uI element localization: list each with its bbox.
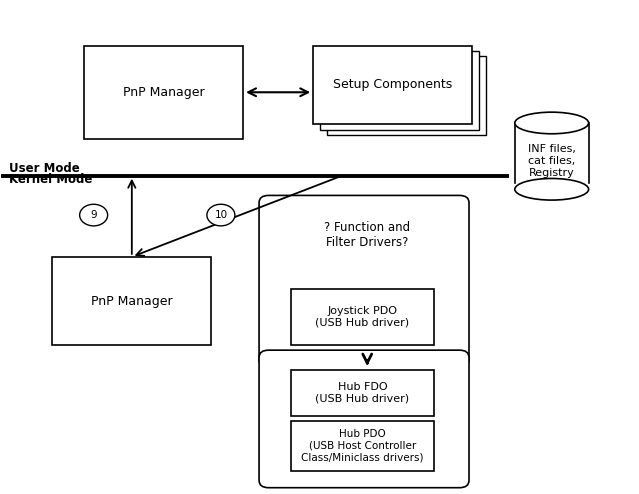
Bar [291, 370, 434, 416]
Text: User Mode: User Mode [9, 162, 80, 175]
Bar [313, 45, 472, 124]
Text: Hub FDO
(USB Hub driver): Hub FDO (USB Hub driver) [316, 382, 410, 404]
Text: 10: 10 [214, 210, 227, 220]
Circle shape [207, 204, 235, 226]
Bar [84, 45, 243, 139]
Bar [291, 289, 434, 345]
Circle shape [80, 204, 107, 226]
Text: ? Function and
Filter Drivers?: ? Function and Filter Drivers? [324, 221, 410, 248]
Text: INF files,
cat files,
Registry: INF files, cat files, Registry [528, 144, 576, 178]
Bar [327, 56, 486, 135]
Text: Kernel Mode: Kernel Mode [9, 173, 93, 186]
Text: 9: 9 [90, 210, 97, 220]
FancyBboxPatch shape [259, 350, 469, 488]
Bar [52, 257, 212, 345]
Text: Setup Components: Setup Components [333, 79, 452, 91]
Ellipse shape [515, 112, 589, 134]
Bar [291, 421, 434, 470]
Bar [515, 123, 589, 189]
Ellipse shape [515, 178, 589, 200]
Text: Hub PDO
(USB Host Controller
Class/Miniclass drivers): Hub PDO (USB Host Controller Class/Minic… [301, 429, 424, 462]
Bar [320, 51, 479, 129]
FancyBboxPatch shape [259, 196, 469, 368]
Text: Joystick PDO
(USB Hub driver): Joystick PDO (USB Hub driver) [316, 306, 410, 328]
Text: PnP Manager: PnP Manager [91, 294, 173, 308]
Text: PnP Manager: PnP Manager [123, 86, 204, 99]
